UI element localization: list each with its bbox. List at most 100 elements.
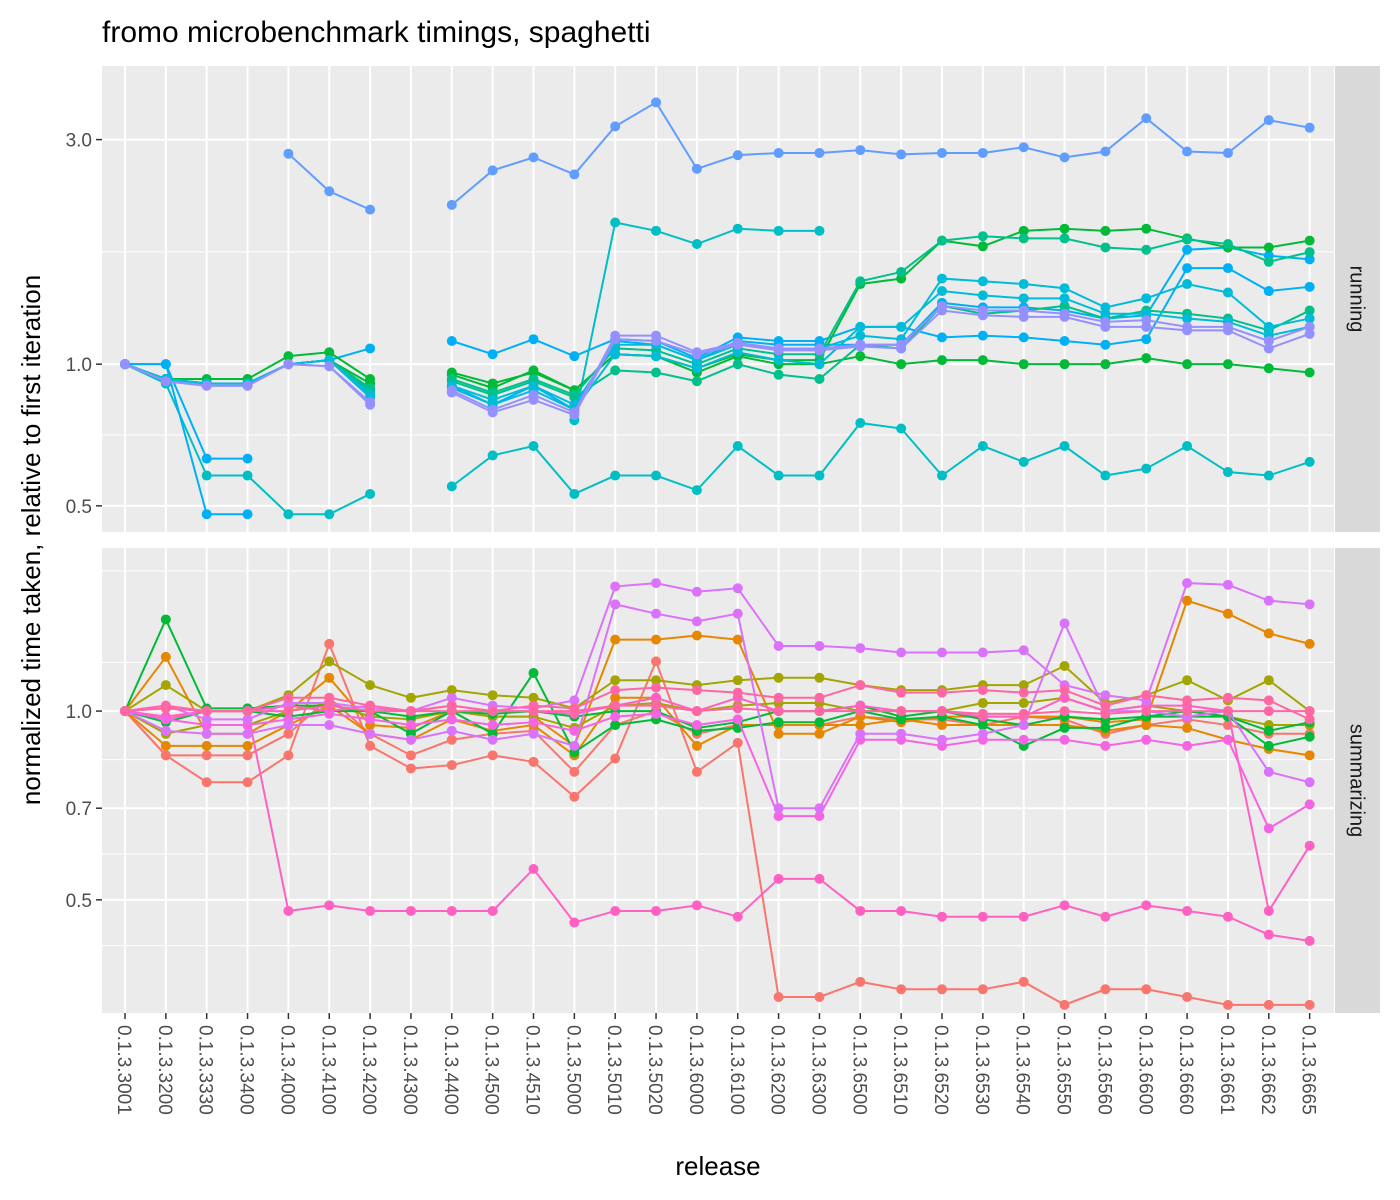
data-point xyxy=(1018,645,1029,656)
data-point xyxy=(365,204,376,215)
data-point xyxy=(324,656,335,667)
data-point xyxy=(691,485,702,496)
panel-background xyxy=(102,548,1334,1013)
data-point xyxy=(691,239,702,250)
data-point xyxy=(1182,991,1193,1002)
x-tick-label: 0.1.3.6550 xyxy=(1053,1025,1074,1115)
data-point xyxy=(610,334,621,345)
series-line xyxy=(451,309,1310,417)
series-line xyxy=(124,599,1310,748)
data-point xyxy=(1018,225,1029,236)
data-point xyxy=(814,359,825,370)
x-tick-label: 0.1.3.5000 xyxy=(562,1025,583,1115)
data-point xyxy=(896,321,907,332)
data-point xyxy=(569,488,580,499)
data-point xyxy=(324,720,335,731)
x-tick-label: 0.1.3.6520 xyxy=(930,1025,951,1115)
series-line xyxy=(124,710,1310,942)
data-point xyxy=(201,777,212,788)
data-point xyxy=(1100,984,1111,995)
data-point xyxy=(242,750,253,761)
data-point xyxy=(365,488,376,499)
data-point xyxy=(1263,242,1274,253)
series xyxy=(120,97,1315,370)
data-point xyxy=(1141,984,1152,995)
data-point xyxy=(610,700,621,711)
data-point xyxy=(528,692,539,703)
data-point xyxy=(651,692,662,703)
data-point xyxy=(160,614,171,625)
data-point xyxy=(651,905,662,916)
data-point xyxy=(1100,321,1111,332)
x-tick-label: 0.1.3.4510 xyxy=(522,1025,543,1115)
data-point xyxy=(773,811,784,822)
data-point xyxy=(814,803,825,814)
data-point xyxy=(1263,706,1274,717)
data-point xyxy=(855,341,866,352)
data-point xyxy=(1100,700,1111,711)
data-point xyxy=(120,706,130,717)
data-point xyxy=(1304,777,1315,788)
data-point xyxy=(977,685,988,696)
data-point xyxy=(610,753,621,764)
x-tick-label: 0.1.3.6661 xyxy=(1216,1025,1237,1115)
series-line xyxy=(124,710,1311,830)
data-point xyxy=(814,717,825,728)
data-point xyxy=(610,685,621,696)
data-point xyxy=(1263,740,1274,751)
data-point xyxy=(201,740,212,751)
data-point xyxy=(732,347,743,358)
data-point xyxy=(405,734,416,745)
data-point xyxy=(487,690,498,701)
data-point xyxy=(773,672,784,683)
data-point xyxy=(1182,905,1193,916)
series xyxy=(120,578,1315,725)
data-point xyxy=(1059,311,1070,322)
x-tick-label: 0.1.3.6540 xyxy=(1012,1025,1033,1115)
data-point xyxy=(1304,714,1315,725)
data-point xyxy=(1141,690,1152,701)
data-point xyxy=(1222,359,1233,370)
data-point xyxy=(773,470,784,481)
data-point xyxy=(528,668,539,679)
data-point xyxy=(283,706,294,717)
data-point xyxy=(1141,244,1152,255)
data-point xyxy=(1263,823,1274,834)
data-point xyxy=(773,991,784,1002)
data-point xyxy=(1182,722,1193,733)
data-point xyxy=(651,700,662,711)
data-point xyxy=(610,217,621,228)
y-tick-label: 1.0 xyxy=(66,702,92,723)
data-point xyxy=(1304,328,1315,339)
data-point xyxy=(651,634,662,645)
data-point xyxy=(324,700,335,711)
series-line xyxy=(124,704,1310,715)
data-point xyxy=(814,672,825,683)
data-point xyxy=(446,387,457,398)
data-point xyxy=(610,470,621,481)
data-point xyxy=(1018,680,1029,691)
data-point xyxy=(651,97,662,108)
data-point xyxy=(937,687,947,698)
data-point xyxy=(937,286,947,297)
data-point xyxy=(1304,840,1315,851)
data-point xyxy=(1100,242,1111,253)
data-point xyxy=(691,740,702,751)
data-point xyxy=(814,811,825,822)
series-line xyxy=(124,684,1311,721)
data-point xyxy=(446,760,457,771)
data-point xyxy=(814,147,825,158)
data-point xyxy=(691,616,702,627)
x-tick-label: 0.1.3.3330 xyxy=(195,1025,216,1115)
data-point xyxy=(569,791,580,802)
data-point xyxy=(1059,685,1070,696)
data-point xyxy=(1263,363,1274,374)
data-point xyxy=(1182,595,1193,606)
data-point xyxy=(651,708,662,719)
data-point xyxy=(1059,293,1070,304)
data-point xyxy=(1182,263,1193,274)
data-point xyxy=(1059,999,1070,1010)
data-point xyxy=(569,740,580,751)
data-point xyxy=(1263,766,1274,777)
data-point xyxy=(120,359,130,370)
